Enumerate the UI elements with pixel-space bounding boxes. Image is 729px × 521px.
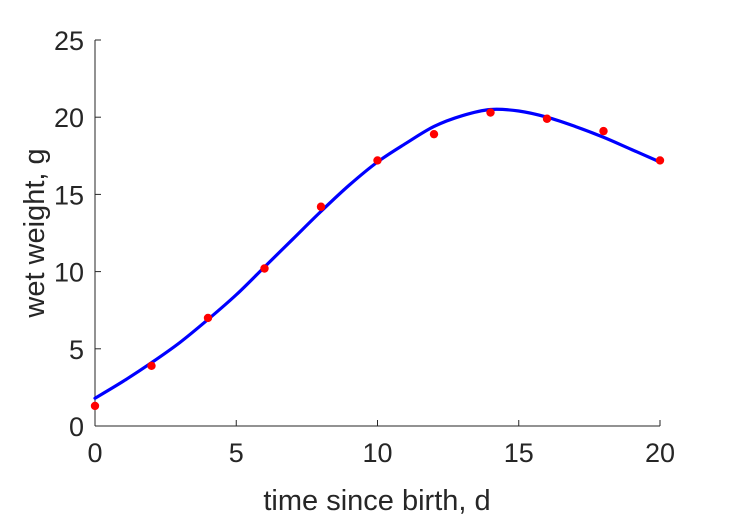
- data-point: [147, 361, 156, 370]
- data-point: [316, 202, 326, 211]
- data-point: [599, 126, 608, 136]
- y-tick-label: 25: [54, 26, 84, 56]
- data-point: [655, 156, 665, 165]
- x-ticks: 0 5 10 15 20: [87, 420, 675, 468]
- x-tick-label: 15: [504, 438, 534, 468]
- y-ticks: 0 5 10 15 20 25: [54, 26, 101, 442]
- data-point: [203, 313, 213, 323]
- fit-curve-line: [93, 107, 662, 400]
- x-tick-label: 0: [87, 438, 102, 468]
- x-tick-label: 10: [362, 438, 392, 468]
- y-axis-label: wet weight, g: [19, 148, 51, 318]
- y-tick-label: 15: [54, 180, 84, 210]
- axes: [94, 40, 660, 427]
- series-layer: [90, 107, 665, 411]
- data-point: [90, 401, 100, 411]
- data-point: [260, 264, 269, 273]
- y-tick-label: 5: [69, 335, 84, 365]
- data-point: [429, 129, 439, 139]
- y-tick-label: 20: [54, 103, 84, 133]
- data-point: [486, 108, 495, 117]
- x-tick-label: 20: [645, 438, 675, 468]
- data-point: [373, 156, 382, 165]
- x-axis-label: time since birth, d: [263, 485, 490, 517]
- data-point: [542, 114, 552, 123]
- y-tick-label: 10: [54, 258, 84, 288]
- y-tick-label: 0: [69, 412, 84, 442]
- x-tick-label: 5: [229, 438, 244, 468]
